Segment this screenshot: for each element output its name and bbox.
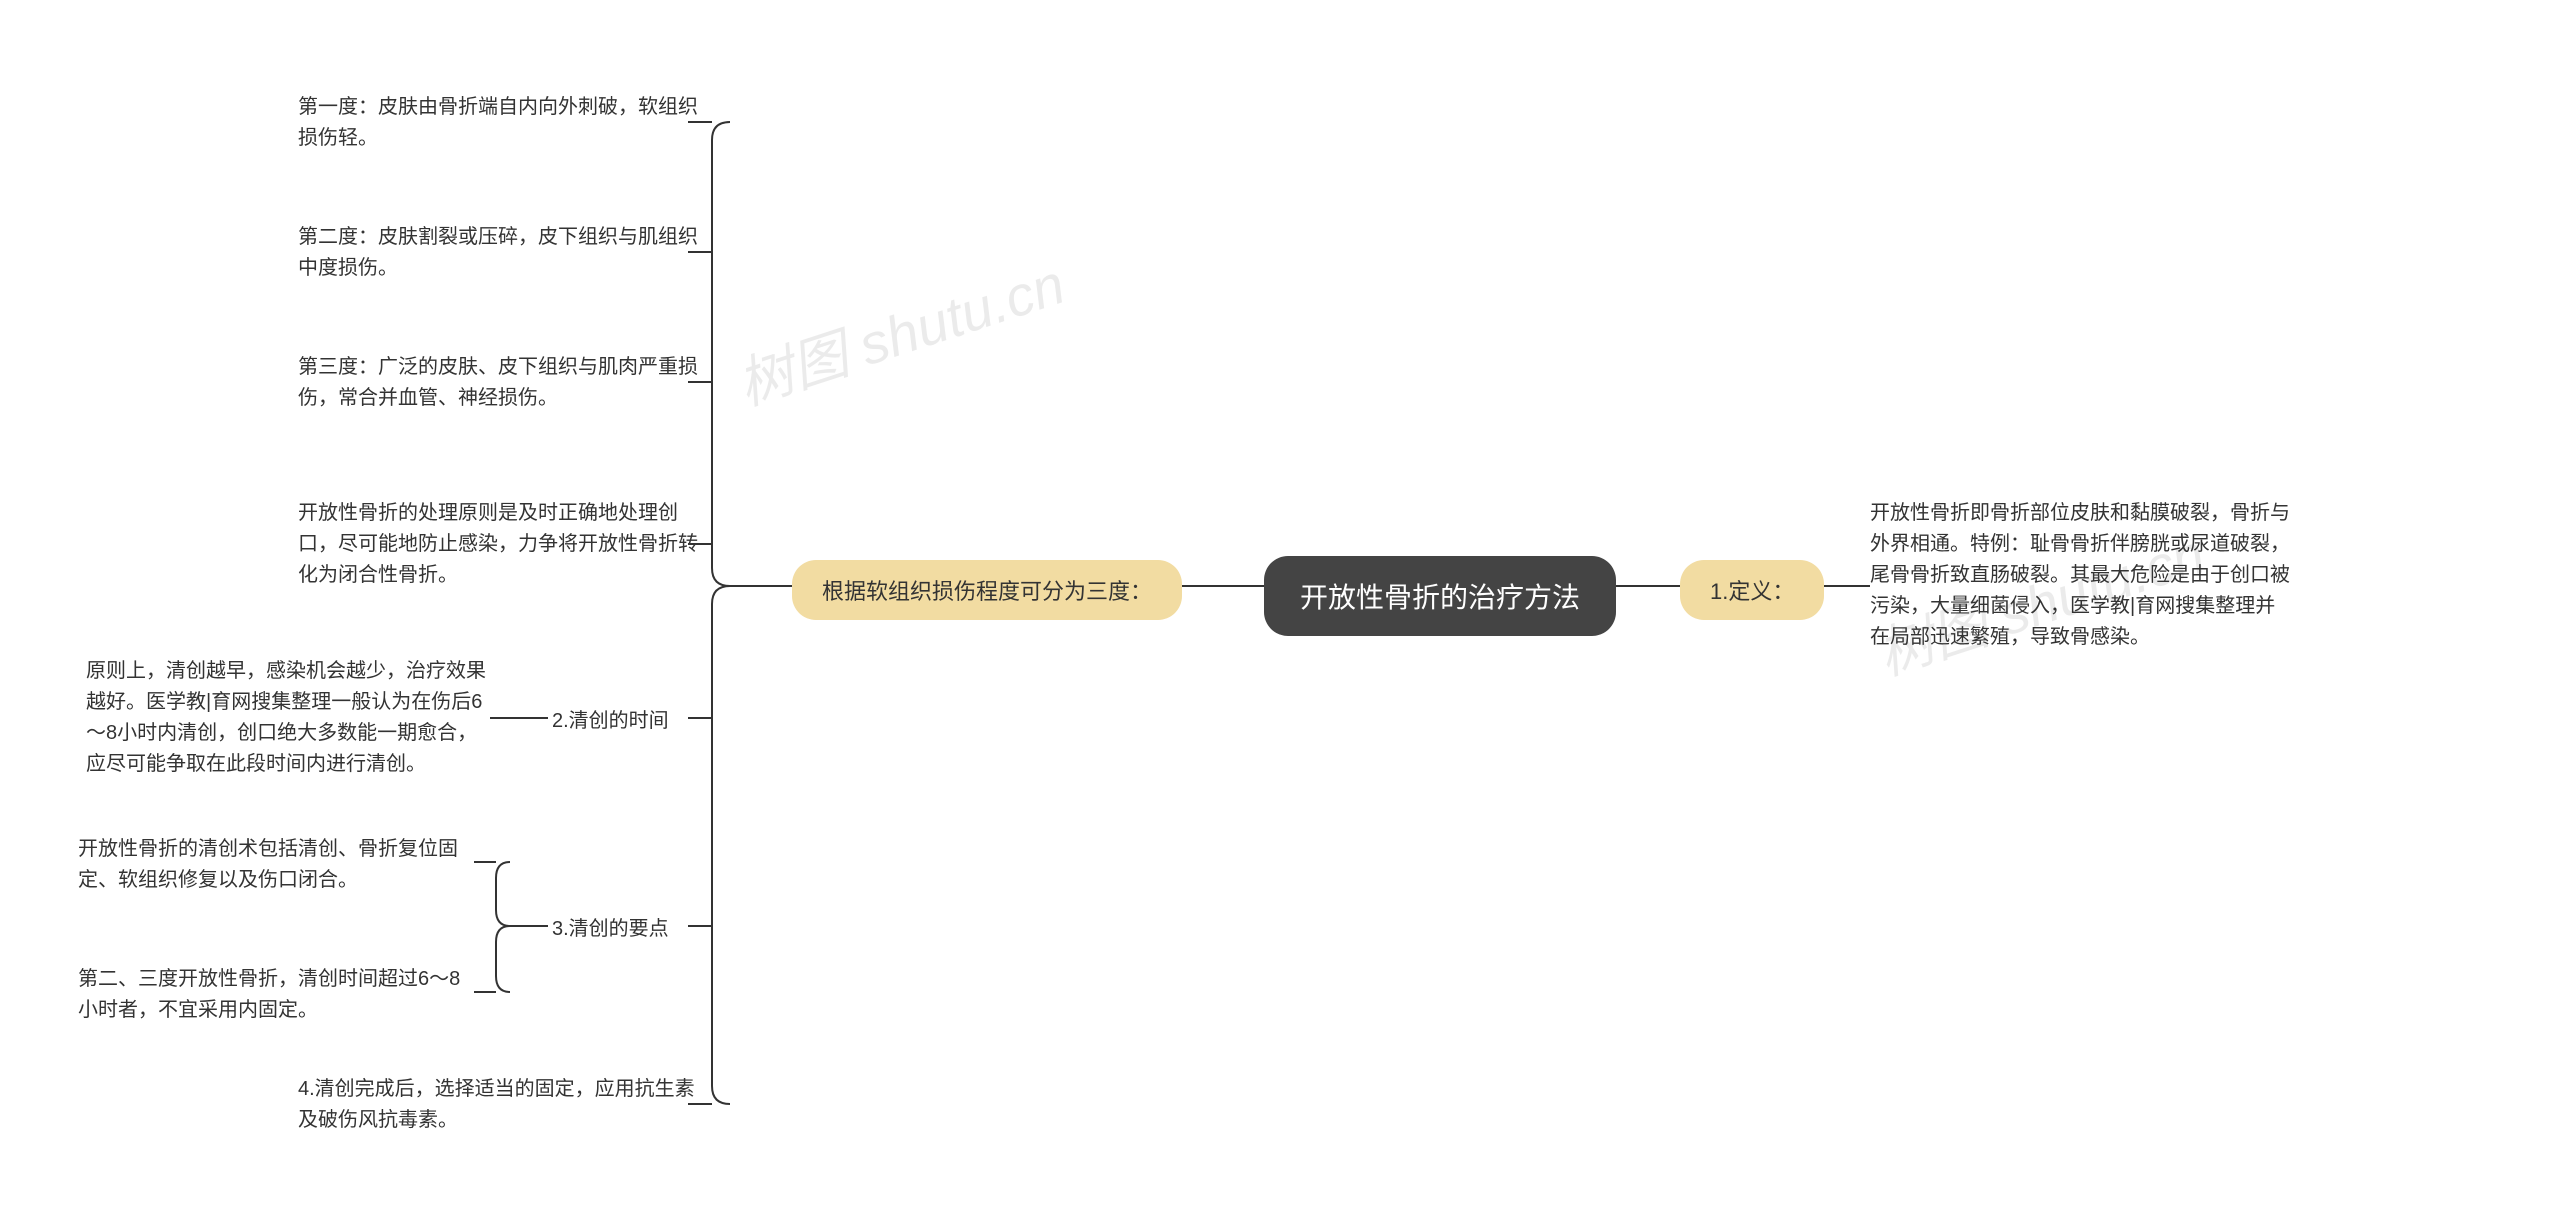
leaf-keypoint-1: 开放性骨折的清创术包括清创、骨折复位固定、软组织修复以及伤口闭合。 xyxy=(78,834,478,896)
branch-left-label: 根据软组织损伤程度可分为三度： xyxy=(822,574,1152,606)
root-node[interactable]: 开放性骨折的治疗方法 xyxy=(1264,556,1616,636)
watermark-1: 树图 shutu.cn xyxy=(726,240,1074,422)
branch-right[interactable]: 1.定义： xyxy=(1680,560,1824,620)
branch-left[interactable]: 根据软组织损伤程度可分为三度： xyxy=(792,560,1182,620)
leaf-degree-2: 第二度：皮肤割裂或压碎，皮下组织与肌组织中度损伤。 xyxy=(298,222,698,284)
root-label: 开放性骨折的治疗方法 xyxy=(1300,576,1580,616)
leaf-right: 开放性骨折即骨折部位皮肤和黏膜破裂，骨折与外界相通。特例：耻骨骨折伴膀胱或尿道破… xyxy=(1870,498,2290,653)
leaf-final: 4.清创完成后，选择适当的固定，应用抗生素及破伤风抗毒素。 xyxy=(298,1074,698,1136)
leaf-degree-3: 第三度：广泛的皮肤、皮下组织与肌肉严重损伤，常合并血管、神经损伤。 xyxy=(298,352,698,414)
leaf-keypoint-2: 第二、三度开放性骨折，清创时间超过6～8小时者，不宜采用内固定。 xyxy=(78,964,478,1026)
leaf-degree-1: 第一度：皮肤由骨折端自内向外刺破，软组织损伤轻。 xyxy=(298,92,698,154)
sublabel-timing[interactable]: 2.清创的时间 xyxy=(552,704,669,733)
leaf-timing: 原则上，清创越早，感染机会越少，治疗效果越好。医学教|育网搜集整理一般认为在伤后… xyxy=(86,656,486,780)
sublabel-keypoints[interactable]: 3.清创的要点 xyxy=(552,912,669,941)
leaf-principle: 开放性骨折的处理原则是及时正确地处理创口，尽可能地防止感染，力争将开放性骨折转化… xyxy=(298,498,698,591)
branch-right-label: 1.定义： xyxy=(1710,574,1794,606)
